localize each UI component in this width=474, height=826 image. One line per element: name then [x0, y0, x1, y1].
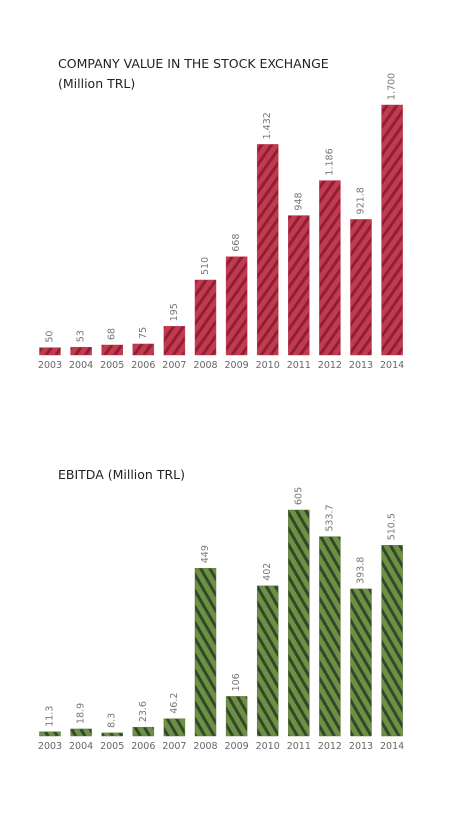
value-label: 1.700 — [387, 73, 398, 100]
bar — [319, 180, 341, 356]
x-tick-label: 2008 — [193, 741, 217, 752]
value-label: 46.2 — [169, 693, 180, 714]
x-tick-label: 2013 — [349, 360, 373, 371]
bar — [256, 144, 279, 356]
value-label: 23.6 — [138, 701, 149, 722]
bar — [256, 585, 279, 737]
value-label: 68 — [107, 328, 118, 340]
value-label: 948 — [293, 192, 304, 210]
bar — [132, 726, 155, 737]
bar — [381, 545, 403, 737]
bar — [381, 104, 403, 356]
chart-title: EBITDA (Million TRL) — [58, 467, 185, 482]
bar — [319, 536, 341, 737]
bar — [101, 344, 123, 356]
x-tick-label: 2003 — [38, 741, 62, 752]
x-tick-label: 2014 — [380, 360, 404, 371]
value-label: 533.7 — [324, 504, 335, 531]
x-tick-label: 2011 — [287, 360, 311, 371]
value-label: 668 — [231, 234, 242, 252]
x-tick-label: 2013 — [349, 741, 373, 752]
value-label: 53 — [76, 330, 87, 342]
bar — [101, 732, 123, 737]
bar — [350, 219, 372, 356]
value-label: 510.5 — [387, 513, 398, 540]
bar — [163, 718, 186, 737]
value-label: 605 — [293, 487, 304, 505]
value-label: 18.9 — [76, 703, 87, 724]
x-tick-label: 2009 — [225, 360, 249, 371]
value-label: 11.3 — [45, 706, 56, 727]
x-tick-label: 2005 — [100, 360, 124, 371]
x-tick-label: 2006 — [131, 360, 155, 371]
value-label: 1.432 — [262, 112, 273, 139]
bar — [288, 215, 310, 356]
bar — [225, 256, 248, 356]
value-label: 106 — [231, 673, 242, 691]
bar — [350, 588, 372, 737]
bar — [70, 346, 92, 356]
value-label: 75 — [138, 327, 149, 339]
x-tick-label: 2010 — [256, 360, 280, 371]
x-tick-label: 2003 — [38, 360, 62, 371]
x-tick-label: 2010 — [256, 741, 280, 752]
x-tick-label: 2012 — [318, 741, 342, 752]
value-label: 921.8 — [356, 187, 367, 214]
value-label: 510 — [200, 257, 211, 275]
chart-title: COMPANY VALUE IN THE STOCK EXCHANGE — [58, 56, 329, 71]
value-label: 8.3 — [107, 713, 118, 728]
value-label: 393.8 — [356, 557, 367, 584]
bar — [194, 568, 217, 737]
value-label: 195 — [169, 303, 180, 321]
bar — [288, 509, 310, 737]
bar — [39, 731, 61, 737]
x-tick-label: 2004 — [69, 741, 93, 752]
x-tick-label: 2011 — [287, 741, 311, 752]
bar — [225, 696, 248, 737]
x-tick-label: 2009 — [225, 741, 249, 752]
bar — [70, 728, 92, 737]
x-tick-label: 2012 — [318, 360, 342, 371]
x-tick-label: 2004 — [69, 360, 93, 371]
x-tick-label: 2007 — [162, 741, 186, 752]
x-tick-label: 2007 — [162, 360, 186, 371]
x-tick-label: 2005 — [100, 741, 124, 752]
value-label: 402 — [262, 563, 273, 581]
bar — [132, 343, 155, 356]
value-label: 449 — [200, 545, 211, 563]
chart-subtitle: (Million TRL) — [58, 76, 135, 91]
value-label: 1.186 — [324, 148, 335, 175]
bar — [194, 279, 217, 356]
x-tick-label: 2008 — [193, 360, 217, 371]
bar — [39, 347, 61, 356]
x-tick-label: 2006 — [131, 741, 155, 752]
bar — [163, 326, 186, 356]
x-tick-label: 2014 — [380, 741, 404, 752]
value-label: 50 — [45, 331, 56, 343]
